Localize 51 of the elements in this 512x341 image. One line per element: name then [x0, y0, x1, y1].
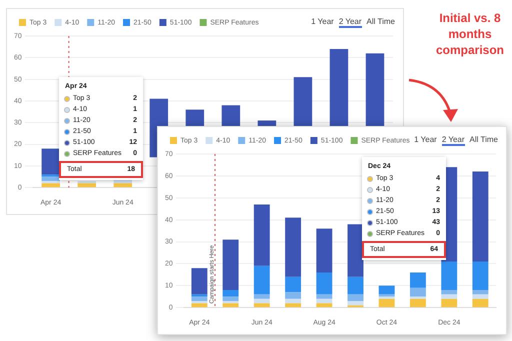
bar	[410, 298, 426, 308]
bar	[222, 303, 239, 308]
text: All Time	[470, 135, 498, 146]
bar	[285, 276, 302, 292]
bar	[222, 290, 239, 297]
text: 2 Year	[442, 135, 465, 146]
bar	[348, 294, 364, 302]
bar	[441, 294, 458, 299]
bar	[254, 266, 270, 294]
bar	[191, 294, 208, 297]
bar	[441, 262, 458, 290]
bar	[316, 294, 332, 299]
bar	[472, 294, 488, 299]
bar	[42, 183, 60, 188]
bar	[285, 292, 302, 299]
bar	[254, 294, 270, 299]
text: 1 Year	[414, 135, 437, 146]
bar	[472, 262, 488, 290]
bar	[285, 218, 302, 277]
bar	[441, 290, 458, 294]
bar	[191, 268, 208, 294]
text: 2 Year	[338, 17, 362, 28]
bar	[348, 301, 364, 306]
bar	[285, 298, 302, 304]
bar	[410, 272, 426, 288]
text: Initial vs. 8 months comparison	[434, 10, 505, 58]
bar	[316, 228, 332, 272]
bar	[254, 303, 270, 308]
bar	[222, 296, 239, 302]
bar	[254, 204, 270, 266]
bar	[78, 183, 96, 188]
bar	[378, 298, 395, 308]
bar	[191, 303, 208, 308]
bar	[472, 298, 488, 308]
bar	[410, 288, 426, 297]
bar	[316, 303, 332, 308]
bar	[472, 290, 488, 294]
bar	[42, 148, 60, 175]
bar	[348, 224, 364, 277]
text: All Time	[366, 17, 395, 28]
bar	[114, 183, 132, 188]
bar	[472, 172, 488, 262]
bar	[222, 240, 239, 290]
bar	[285, 303, 302, 308]
bar	[191, 296, 208, 302]
bar	[378, 286, 395, 294]
text: 1 Year	[311, 17, 334, 28]
bar	[441, 298, 458, 308]
bar	[348, 276, 364, 294]
bar	[254, 298, 270, 304]
bar	[316, 272, 332, 294]
